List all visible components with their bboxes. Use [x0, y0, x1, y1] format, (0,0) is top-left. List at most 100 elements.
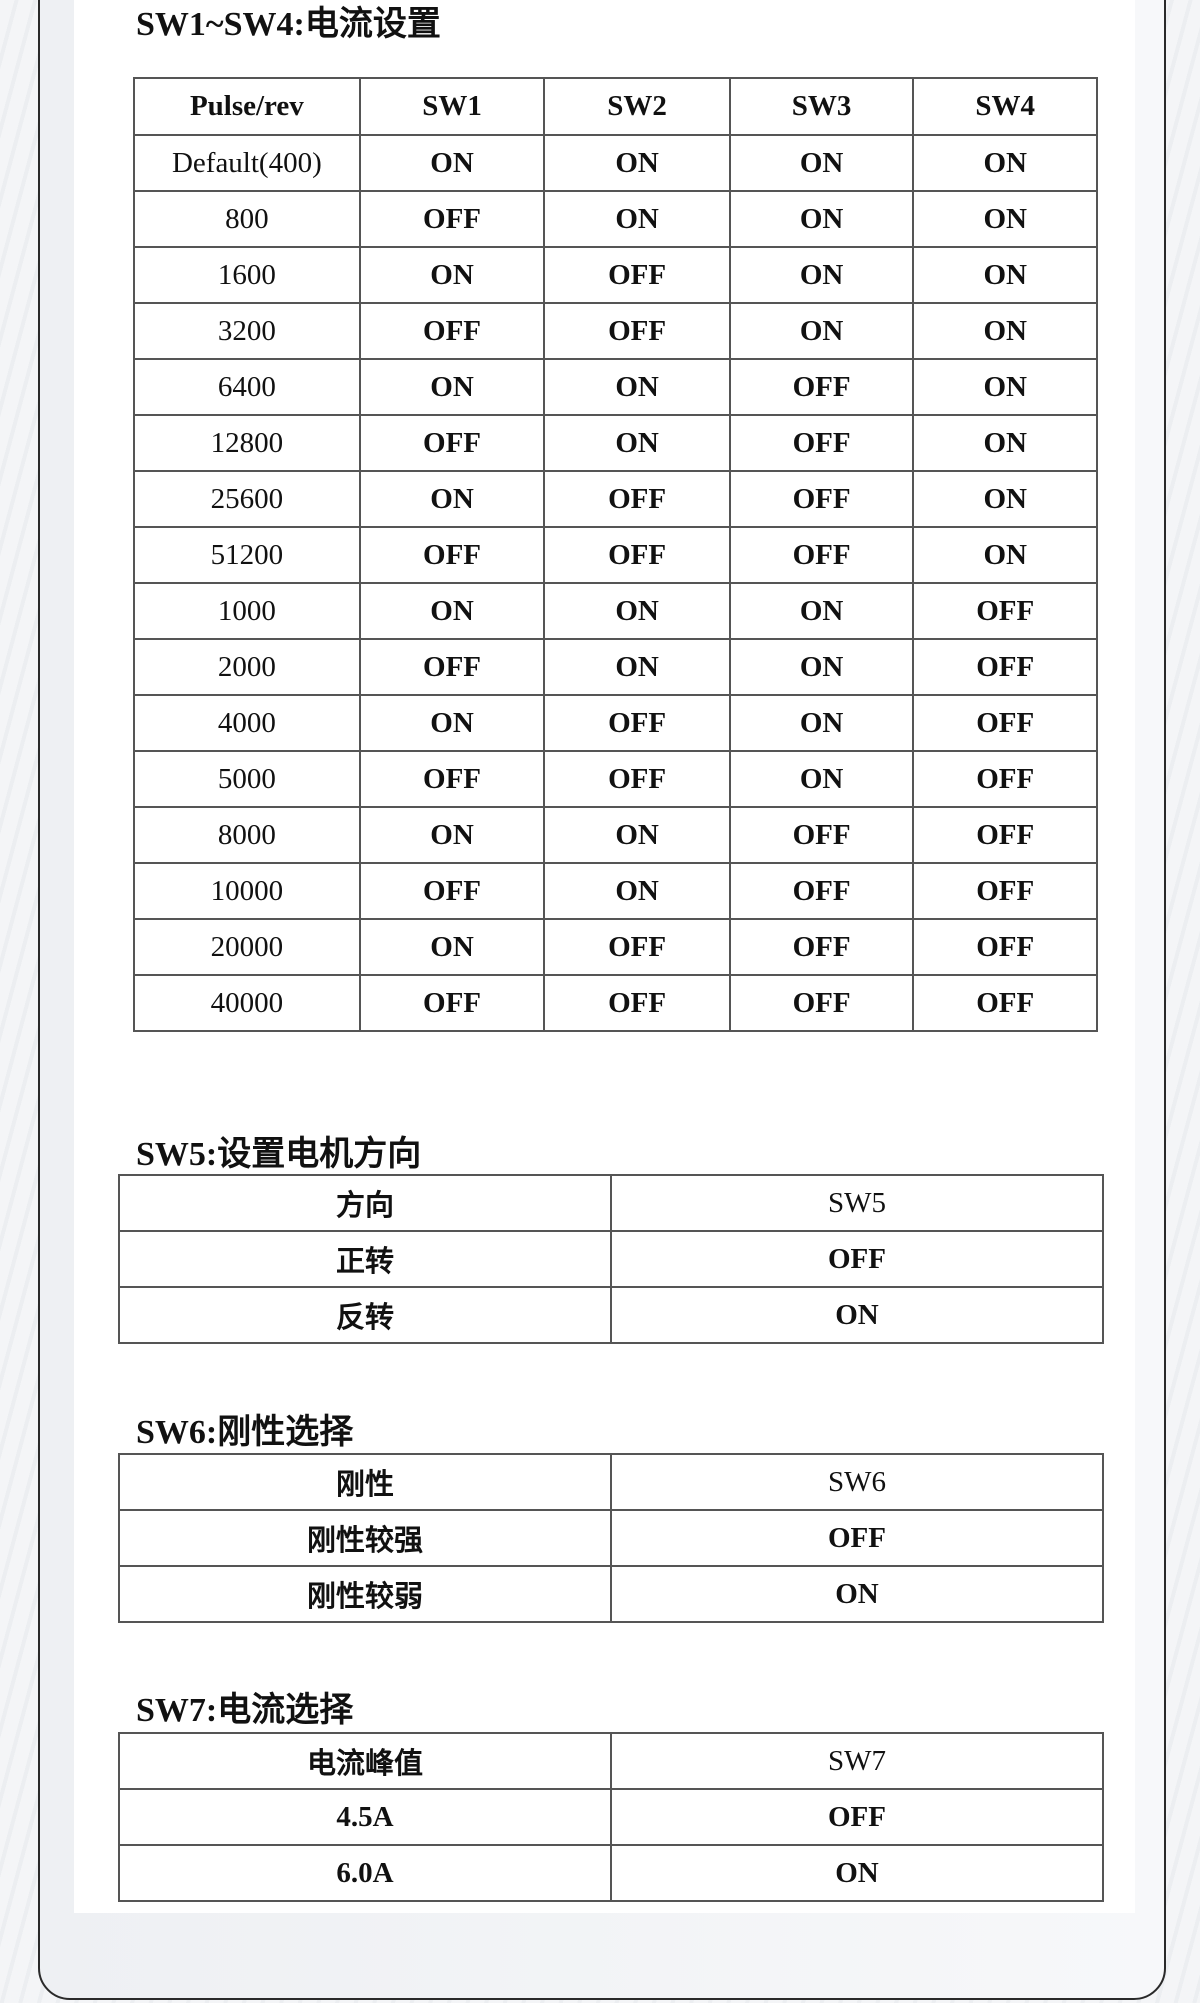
switch-state-cell: OFF [728, 358, 915, 416]
table-row: 方向 SW5 [118, 1174, 1104, 1232]
switch-state-cell: OFF [358, 302, 546, 360]
switch-state-cell: OFF [543, 918, 731, 976]
switch-state-cell: ON [728, 134, 915, 192]
table-row: Default(400) ON ON ON ON [133, 134, 1098, 192]
switch-state-cell: OFF [543, 694, 731, 752]
table-row: 4.5A OFF [118, 1788, 1104, 1846]
switch-state-cell: ON [358, 358, 546, 416]
table-row: 6400 ON ON OFF ON [133, 358, 1098, 416]
current-table: 电流峰值 SW7 4.5A OFF 6.0A ON [118, 1732, 1104, 1902]
pulse-value-cell: 800 [133, 190, 361, 248]
pulse-value-cell: 20000 [133, 918, 361, 976]
section-title-sw7: SW7:电流选择 [136, 1692, 354, 1729]
switch-state-cell: ON [728, 638, 915, 696]
switch-state-cell: ON [543, 806, 731, 864]
table-row: 反转 ON [118, 1286, 1104, 1344]
option-cell: 方向 [118, 1174, 612, 1232]
switch-state-cell: OFF [543, 302, 731, 360]
table-row: 10000 OFF ON OFF OFF [133, 862, 1098, 920]
pulse-rev-table: Pulse/rev SW1 SW2 SW3 SW4 Default(400) ON ON ON O… [133, 77, 1098, 1032]
switch-state-cell: ON [543, 358, 731, 416]
switch-state-cell: OFF [728, 974, 915, 1032]
switch-state-cell: ON [912, 358, 1098, 416]
switch-state-cell: ON [543, 190, 731, 248]
switch-state-cell: OFF [543, 246, 731, 304]
pulse-value-cell: 10000 [133, 862, 361, 920]
table-row: 4000 ON OFF ON OFF [133, 694, 1098, 752]
table-row: 刚性 SW6 [118, 1453, 1104, 1511]
direction-table: 方向 SW5 正转 OFF 反转 ON [118, 1174, 1104, 1344]
switch-state-cell: ON [912, 414, 1098, 472]
switch-state-cell: ON [728, 694, 915, 752]
switch-state-cell: ON [912, 302, 1098, 360]
switch-state-cell: ON [610, 1565, 1104, 1623]
column-header: SW3 [728, 77, 915, 136]
table-row: 12800 OFF ON OFF ON [133, 414, 1098, 472]
pulse-value-cell: 1600 [133, 246, 361, 304]
table-row: 2000 OFF ON ON OFF [133, 638, 1098, 696]
switch-state-cell: OFF [912, 694, 1098, 752]
pulse-value-cell: 8000 [133, 806, 361, 864]
switch-state-cell: OFF [610, 1788, 1104, 1846]
column-header: SW4 [912, 77, 1098, 136]
switch-state-cell: OFF [728, 806, 915, 864]
option-cell: 反转 [118, 1286, 612, 1344]
switch-state-cell: ON [610, 1286, 1104, 1344]
option-cell: 刚性较强 [118, 1509, 612, 1567]
pulse-value-cell: 40000 [133, 974, 361, 1032]
switch-state-cell: OFF [358, 414, 546, 472]
table-row: 800 OFF ON ON ON [133, 190, 1098, 248]
switch-state-cell: OFF [358, 974, 546, 1032]
switch-state-cell: ON [543, 134, 731, 192]
switch-state-cell: OFF [728, 526, 915, 584]
switch-state-cell: ON [610, 1844, 1104, 1902]
switch-state-cell: SW5 [610, 1174, 1104, 1232]
switch-state-cell: OFF [728, 414, 915, 472]
switch-state-cell: OFF [728, 862, 915, 920]
switch-state-cell: OFF [912, 974, 1098, 1032]
table-row: 1600 ON OFF ON ON [133, 246, 1098, 304]
switch-state-cell: ON [358, 806, 546, 864]
switch-state-cell: OFF [912, 806, 1098, 864]
switch-state-cell: ON [912, 190, 1098, 248]
table-row: 正转 OFF [118, 1230, 1104, 1288]
switch-state-cell: ON [358, 694, 546, 752]
switch-state-cell: OFF [358, 750, 546, 808]
switch-state-cell: ON [358, 918, 546, 976]
switch-state-cell: ON [358, 582, 546, 640]
switch-state-cell: ON [912, 526, 1098, 584]
option-cell: 正转 [118, 1230, 612, 1288]
switch-state-cell: ON [728, 302, 915, 360]
option-cell: 刚性 [118, 1453, 612, 1511]
switch-state-cell: SW7 [610, 1732, 1104, 1790]
switch-state-cell: OFF [728, 918, 915, 976]
table-row: 刚性较强 OFF [118, 1509, 1104, 1567]
switch-state-cell: OFF [358, 190, 546, 248]
pulse-value-cell: 6400 [133, 358, 361, 416]
table-row: 5000 OFF OFF ON OFF [133, 750, 1098, 808]
option-cell: 电流峰值 [118, 1732, 612, 1790]
switch-state-cell: OFF [610, 1230, 1104, 1288]
header-row: Pulse/rev SW1 SW2 SW3 SW4 [133, 77, 1098, 136]
switch-state-cell: ON [728, 750, 915, 808]
switch-state-cell: OFF [610, 1509, 1104, 1567]
switch-state-cell: OFF [358, 638, 546, 696]
section-title-sw5: SW5:设置电机方向 [136, 1136, 422, 1173]
pulse-value-cell: 51200 [133, 526, 361, 584]
switch-state-cell: ON [728, 246, 915, 304]
switch-state-cell: ON [912, 246, 1098, 304]
table-row: 电流峰值 SW7 [118, 1732, 1104, 1790]
table-row: 40000 OFF OFF OFF OFF [133, 974, 1098, 1032]
column-header: SW1 [358, 77, 546, 136]
table-row: 51200 OFF OFF OFF ON [133, 526, 1098, 584]
pulse-value-cell: Default(400) [133, 134, 361, 192]
table-row: 8000 ON ON OFF OFF [133, 806, 1098, 864]
option-cell: 4.5A [118, 1788, 612, 1846]
table-row: 6.0A ON [118, 1844, 1104, 1902]
switch-state-cell: ON [543, 862, 731, 920]
pulse-value-cell: 5000 [133, 750, 361, 808]
switch-state-cell: ON [358, 470, 546, 528]
rigidity-table: 刚性 SW6 刚性较强 OFF 刚性较弱 ON [118, 1453, 1104, 1623]
table-row: 刚性较弱 ON [118, 1565, 1104, 1623]
switch-state-cell: SW6 [610, 1453, 1104, 1511]
